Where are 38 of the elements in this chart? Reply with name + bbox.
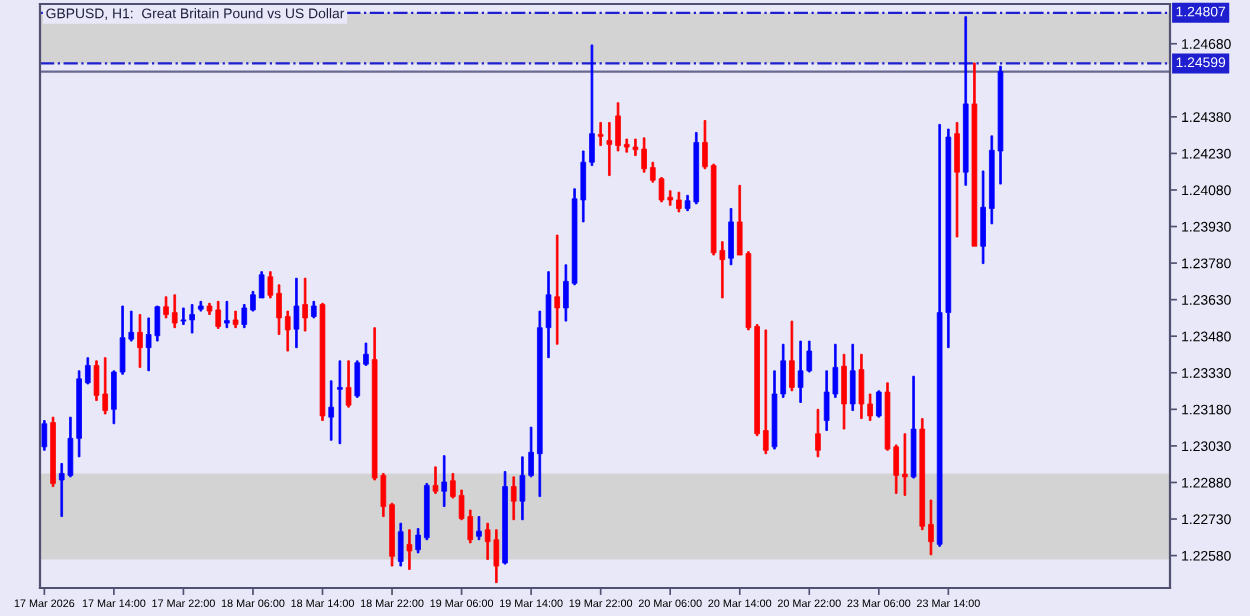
- candlestick: [311, 300, 317, 319]
- candlestick: [432, 466, 439, 494]
- candlestick: [876, 390, 882, 418]
- candlestick: [41, 420, 48, 451]
- candlestick: [137, 314, 143, 368]
- candlestick: [293, 277, 300, 349]
- candlestick: [841, 353, 847, 430]
- candlestick: [554, 234, 560, 345]
- candlestick: [171, 294, 178, 329]
- candlestick: [224, 300, 230, 329]
- candlestick: [441, 455, 447, 508]
- candlestick: [858, 353, 865, 420]
- candlestick: [954, 122, 960, 238]
- candlestick: [693, 132, 700, 205]
- candlestick: [971, 62, 978, 247]
- candlestick: [962, 16, 969, 186]
- candlestick: [797, 340, 804, 403]
- candlestick: [815, 408, 821, 458]
- candlestick: [510, 476, 517, 521]
- candlestick: [406, 529, 413, 570]
- candlestick: [476, 516, 482, 541]
- candlestick: [198, 300, 204, 312]
- candlestick: [597, 122, 604, 147]
- candlestick: [345, 360, 352, 408]
- candlestick: [397, 522, 404, 567]
- candlestick: [319, 302, 326, 421]
- candlestick: [502, 471, 508, 565]
- candlestick: [337, 360, 343, 445]
- candlestick: [910, 375, 917, 479]
- candlestick: [728, 208, 734, 266]
- candlestick: [302, 277, 308, 332]
- candlestick: [232, 310, 239, 329]
- candlestick: [789, 320, 795, 392]
- candlestick: [50, 416, 56, 488]
- candlestick: [936, 123, 943, 547]
- candlestick: [493, 529, 500, 584]
- candlestick: [328, 380, 334, 441]
- candlestick: [849, 343, 856, 411]
